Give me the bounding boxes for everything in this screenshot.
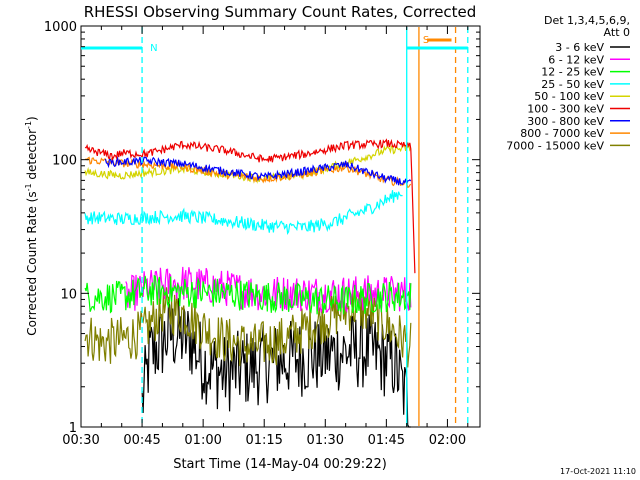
legend-label-50-100-kev: 50 - 100 keV [534,90,604,103]
x-tick-label-00-30: 00:30 [62,433,99,448]
y-axis-label: Corrected Count Rate (s-1 detector-1) [24,116,39,335]
series-25-50-kev [84,190,403,236]
x-tick-label-02-00: 02:00 [429,433,466,448]
x-tick-label-01-15: 01:15 [245,433,282,448]
y-axis-label-main: Corrected Count Rate (s [25,191,39,335]
y-tick-label-1000: 1000 [44,20,77,35]
y-axis-label-mid: detector [25,129,39,184]
y-tick-label-100: 100 [52,154,77,169]
plot-frame [80,25,481,428]
chart-title: RHESSI Observing Summary Count Rates, Co… [84,3,477,21]
legend-header-line-1: Det 1,3,4,5,6,9, [544,14,630,27]
legend-label-300-800-kev: 300 - 800 keV [527,115,604,128]
legend-label-25-50-kev: 25 - 50 keV [541,78,604,91]
series-300-800-kev [104,156,412,186]
annotation-n: N [150,43,157,54]
y-tick-label-1: 1 [69,421,77,436]
footer-timestamp: 17-Oct-2021 11:10 [560,467,636,476]
x-tick-label-01-30: 01:30 [307,433,344,448]
series-12-25-kev [84,274,412,315]
legend-label-6-12-kev: 6 - 12 keV [548,53,604,66]
tick-layer: 00:30 00:45 01:00 01:15 01:30 01:45 02:00 1 10 10… [44,20,480,448]
legend-label-3-6-kev: 3 - 6 keV [555,41,604,54]
y-axis-label-sup-1: -1 [24,183,33,191]
legend-label-12-25-kev: 12 - 25 keV [541,66,604,79]
x-tick-label-01-45: 01:45 [368,433,405,448]
x-tick-label-01-00: 01:00 [184,433,221,448]
series-800-7000-kev [84,156,412,189]
legend-label-100-300-kev: 100 - 300 keV [527,103,604,116]
y-axis-label-end: ) [25,116,39,121]
series-layer [84,138,416,428]
legend-label-800-7000-kev: 800 - 7000 keV [520,127,604,140]
x-axis-label: Start Time (14-May-04 00:29:22) [173,457,387,472]
plot-area [80,25,481,428]
y-axis-label-sup-2: -1 [24,121,33,129]
y-tick-label-10: 10 [60,287,77,302]
bar-layer: NS [81,35,468,54]
legend-header-line-2: Att 0 [604,26,630,39]
series-100-300-kev [84,138,416,274]
legend-label-7000-15000-kev: 7000 - 15000 keV [506,139,604,152]
vline-layer [141,27,469,426]
x-tick-label-00-45: 00:45 [123,433,160,448]
annotation-s: S [423,35,429,46]
